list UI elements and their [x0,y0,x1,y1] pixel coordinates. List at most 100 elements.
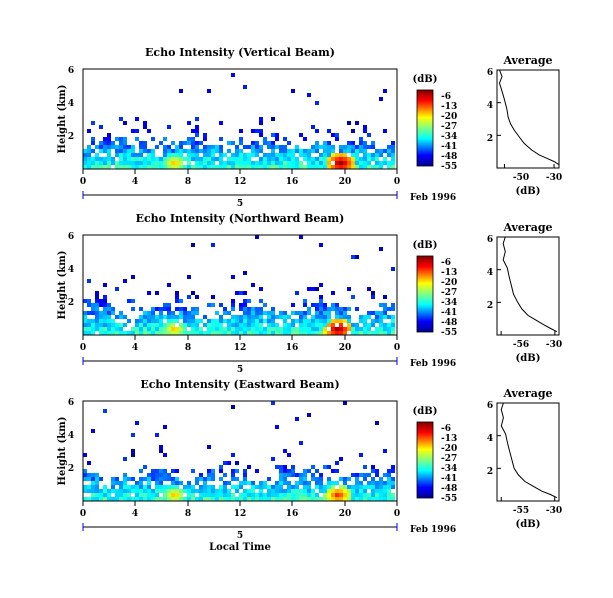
heatmap-cell [295,485,299,489]
heatmap-cell [387,145,391,149]
heatmap-cell [159,327,163,331]
heatmap-cell [223,311,227,315]
heatmap-cell [339,145,343,149]
heatmap-cell [311,465,315,469]
heatmap-cell [219,465,223,469]
heatmap-cell [267,477,271,481]
heatmap-cell [95,303,99,307]
heatmap-cell [307,323,311,327]
heatmap-cell [107,137,111,141]
heatmap-cell [363,149,367,153]
heatmap-cell [159,485,163,489]
heatmap-cell [271,493,275,497]
heatmap-cell [331,469,335,473]
heatmap-cell [127,153,131,157]
heatmap-cell [351,493,355,497]
heatmap-cell [143,161,147,165]
heatmap-cell [215,327,219,331]
heatmap-cell [255,331,259,335]
heatmap-cell [279,157,283,161]
heatmap-cell [207,331,211,335]
heatmap-cell [91,481,95,485]
heatmap-cell [279,153,283,157]
heatmap-cell [107,331,111,335]
heatmap-cell [167,323,171,327]
heatmap-cell [291,319,295,323]
heatmap-cell [211,161,215,165]
heatmap-cell [387,307,391,311]
heatmap-cell [315,327,319,331]
heatmap-cell [239,323,243,327]
heatmap-cell [255,235,259,239]
heatmap-cell [303,485,307,489]
heatmap-cell [279,489,283,493]
heatmap-cell [339,161,343,165]
heatmap-cell [119,165,123,169]
heatmap-cell [159,311,163,315]
heatmap-cell [307,319,311,323]
heatmap-cell [359,141,363,145]
heatmap-cell [275,315,279,319]
heatmap-cell [355,149,359,153]
heatmap-cell [243,473,247,477]
heatmap-cell [351,153,355,157]
heatmap-cell [175,307,179,311]
heatmap-cell [251,141,255,145]
heatmap-cell [135,137,139,141]
heatmap-cell [335,133,339,137]
heatmap-cell [103,493,107,497]
heatmap-cell [287,473,291,477]
heatmap-cell [299,323,303,327]
heatmap-cell [295,311,299,315]
heatmap-cell [251,327,255,331]
heatmap-cell [327,489,331,493]
heatmap-cell [323,331,327,335]
heatmap-cell [327,153,331,157]
heatmap-cell [103,307,107,311]
heatmap-cell [199,493,203,497]
heatmap-cell [263,141,267,145]
heatmap-cell [251,149,255,153]
heatmap-cell [331,157,335,161]
heatmap-cell [131,497,135,501]
heatmap-cell [383,161,387,165]
heatmap-cell [231,327,235,331]
heatmap-cell [187,315,191,319]
heatmap-cell [279,315,283,319]
heatmap-cell [95,323,99,327]
heatmap-cell [115,323,119,327]
heatmap-cell [231,141,235,145]
heatmap-cell [299,497,303,501]
heatmap-cell [195,295,199,299]
heatmap-cell [111,161,115,165]
heatmap-cell [123,153,127,157]
heatmap-cell [159,473,163,477]
heatmap-cell [207,319,211,323]
heatmap-cell [343,307,347,311]
heatmap-cell [375,327,379,331]
heatmap-cell [195,311,199,315]
heatmap-cell [111,481,115,485]
heatmap-cell [355,323,359,327]
heatmap-cell [135,327,139,331]
heatmap-cell [107,165,111,169]
heatmap-cell [283,477,287,481]
heatmap-cell [271,485,275,489]
heatmap-cell [83,489,87,493]
heatmap-cell [375,315,379,319]
heatmap-cell [171,323,175,327]
heatmap-cell [87,497,91,501]
heatmap-cell [247,145,251,149]
heatmap-cell [147,323,151,327]
heatmap-cell [183,315,187,319]
heatmap-cell [263,161,267,165]
heatmap-cell [263,331,267,335]
heatmap-cell [151,477,155,481]
heatmap-cell [287,327,291,331]
date-label: Feb 1996 [410,359,456,369]
heatmap-cell [359,331,363,335]
heatmap-cell [247,327,251,331]
heatmap-cell [155,323,159,327]
heatmap-cell [307,331,311,335]
heatmap-cell [187,485,191,489]
